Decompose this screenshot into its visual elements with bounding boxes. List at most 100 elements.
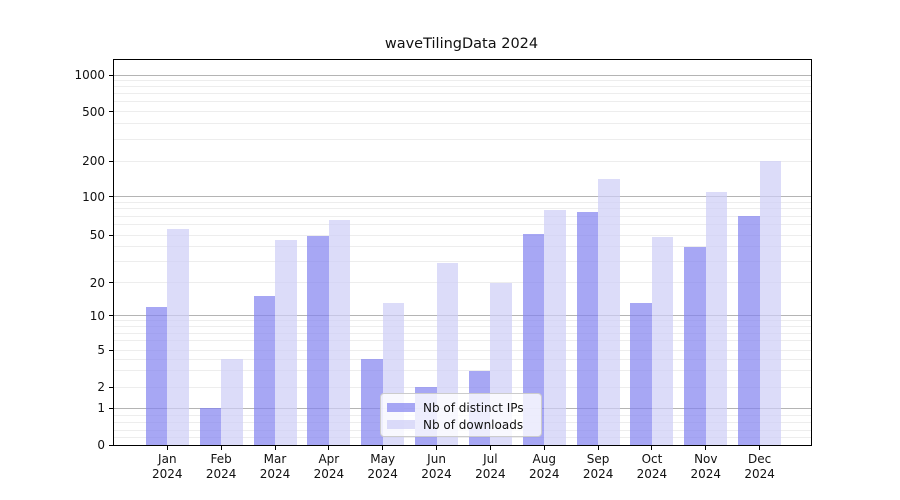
y-tick-20 (109, 282, 113, 283)
x-tick-feb (220, 446, 222, 450)
bar-downloads-feb (221, 359, 243, 445)
bar-downloads-sep (598, 179, 620, 445)
legend-label-downloads: Nb of downloads (423, 417, 524, 432)
y-tick-5 (109, 349, 113, 351)
minor-gridline (114, 386, 811, 388)
minor-gridline (114, 93, 811, 95)
major-gridline (114, 196, 811, 197)
y-tick-500 (109, 111, 113, 112)
y-tick-label-1000: 1000 (74, 68, 105, 82)
x-tick-label-aug: Aug 2024 (528, 452, 560, 481)
minor-gridline (114, 160, 811, 162)
x-tick-may (382, 446, 384, 450)
bar-distinct-ips-mar (253, 296, 275, 445)
minor-gridline (114, 437, 811, 439)
minor-gridline (114, 101, 811, 103)
x-tick-sep (597, 446, 599, 450)
y-tick-1000 (109, 74, 113, 76)
y-tick-label-0: 0 (97, 438, 105, 452)
major-gridline (114, 74, 811, 76)
bar-distinct-ips-nov (684, 246, 706, 445)
bar-downloads-mar (275, 240, 297, 445)
bar-distinct-ips-aug (522, 233, 545, 445)
chart-title: waveTilingData 2024 (384, 36, 539, 52)
minor-gridline (114, 370, 811, 372)
legend-label-distinct-ips: Nb of distinct IPs (423, 400, 524, 415)
x-tick-label-mar: Mar 2024 (259, 452, 291, 481)
minor-gridline (114, 332, 811, 334)
y-tick-1 (109, 407, 113, 409)
y-tick-label-20: 20 (89, 275, 105, 290)
y-tick-50 (109, 234, 113, 236)
legend-row-downloads: Nb of downloads (387, 416, 533, 433)
bar-distinct-ips-oct (630, 303, 652, 445)
y-tick-0 (109, 444, 113, 446)
x-tick-label-oct: Oct 2024 (636, 452, 668, 481)
x-tick-label-dec: Dec 2024 (744, 452, 775, 481)
minor-gridline (114, 234, 811, 236)
major-gridline (114, 315, 811, 316)
y-tick-label-10: 10 (89, 308, 105, 323)
minor-gridline (114, 246, 811, 248)
bar-downloads-oct (651, 237, 674, 445)
minor-gridline (114, 358, 811, 360)
minor-gridline (114, 320, 811, 322)
x-tick-label-apr: Apr 2024 (313, 452, 345, 481)
minor-gridline (114, 138, 811, 140)
minor-gridline (114, 208, 811, 210)
minor-gridline (114, 86, 811, 88)
y-tick-2 (109, 386, 113, 388)
plot-area: 0 1 2 5 10 20 50 100 200 500 1000 Jan 2024 Feb 2024 Mar… (74, 59, 812, 481)
x-tick-jun (436, 446, 438, 450)
bar-distinct-ips-sep (576, 212, 599, 445)
y-tick-10 (109, 315, 113, 316)
bar-distinct-ips-dec (738, 216, 760, 445)
bar-distinct-ips-apr (307, 236, 329, 445)
minor-gridline (114, 201, 811, 203)
x-tick-label-jul: Jul 2024 (475, 452, 506, 481)
x-tick-mar (274, 446, 276, 450)
x-tick-nov (705, 446, 707, 450)
minor-gridline (114, 260, 811, 262)
minor-gridline (114, 215, 811, 217)
y-tick-label-500: 500 (82, 104, 105, 119)
legend-swatch-downloads (387, 420, 415, 429)
minor-gridline (114, 123, 811, 125)
x-tick-jan (166, 446, 168, 450)
y-tick-100 (109, 196, 113, 197)
y-tick-label-5: 5 (97, 343, 105, 357)
x-tick-label-nov: Nov 2024 (690, 452, 722, 481)
x-tick-label-jun: Jun 2024 (421, 452, 452, 481)
y-tick-label-100: 100 (82, 189, 105, 204)
minor-gridline (114, 282, 811, 283)
bar-downloads-jan (167, 228, 189, 445)
legend-row-distinct-ips: Nb of distinct IPs (387, 399, 533, 416)
y-tick-label-2: 2 (97, 380, 105, 394)
bar-distinct-ips-jan (145, 306, 168, 445)
x-tick-label-sep: Sep 2024 (582, 452, 614, 481)
bar-downloads-apr (328, 220, 351, 445)
y-tick-label-1: 1 (97, 401, 105, 415)
minor-gridline (114, 340, 811, 342)
x-tick-label-may: May 2024 (367, 452, 398, 481)
y-tick-label-50: 50 (89, 228, 105, 242)
bar-downloads-nov (705, 191, 728, 445)
minor-gridline (114, 224, 811, 226)
bar-downloads-aug (544, 210, 566, 445)
minor-gridline (114, 326, 811, 328)
minor-gridline (114, 80, 811, 82)
legend: Nb of distinct IPs Nb of downloads (380, 393, 542, 437)
minor-gridline (114, 111, 811, 112)
x-tick-dec (759, 446, 761, 450)
y-tick-200 (109, 160, 113, 162)
x-tick-aug (543, 446, 545, 450)
x-tick-oct (651, 446, 653, 450)
minor-gridline (114, 349, 811, 351)
x-tick-jul (489, 446, 491, 450)
bar-distinct-ips-feb (199, 408, 222, 445)
y-tick-label-200: 200 (82, 154, 105, 168)
legend-swatch-distinct-ips (387, 403, 415, 412)
x-tick-apr (328, 446, 330, 450)
bar-downloads-dec (759, 161, 782, 445)
